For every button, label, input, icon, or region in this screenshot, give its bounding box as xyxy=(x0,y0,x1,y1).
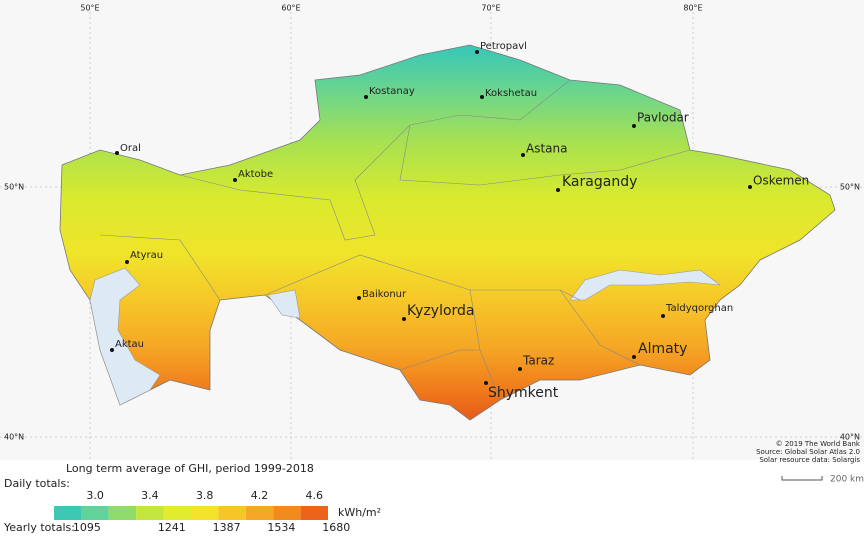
caspian-sea xyxy=(89,267,161,406)
longitude-label: 80°E xyxy=(683,4,702,13)
scale-label: 200 km xyxy=(830,475,864,485)
legend-daily: 3.4 xyxy=(141,489,159,502)
city-dot xyxy=(402,317,406,321)
city-dot xyxy=(125,260,129,264)
aral-sea xyxy=(267,289,301,319)
credit: Source: Global Solar Atlas 2.0 xyxy=(756,448,860,456)
city-label: Taraz xyxy=(522,354,554,368)
legend-swatch xyxy=(108,506,137,520)
latitude-label: 50°N xyxy=(4,183,24,192)
credit: © 2019 The World Bank xyxy=(776,440,861,448)
legend-daily: 3.0 xyxy=(86,489,104,502)
longitude-label: 70°E xyxy=(481,4,500,13)
legend-swatch xyxy=(218,506,246,520)
city-dot xyxy=(115,151,119,155)
cities: Petropavl Kostanay Kokshetau Pavlodar Oral As… xyxy=(110,41,809,401)
city-label: Oskemen xyxy=(753,174,809,188)
legend-yearly: 1095 xyxy=(73,521,101,534)
credits: © 2019 The World Bank Source: Global Sol… xyxy=(756,440,861,464)
city-dot xyxy=(484,381,488,385)
longitude-label: 60°E xyxy=(281,4,300,13)
city-label: Baikonur xyxy=(362,289,407,300)
city-label: Kostanay xyxy=(369,86,415,97)
city-dot xyxy=(475,50,479,54)
legend-swatch xyxy=(245,506,274,520)
city-dot xyxy=(556,188,560,192)
city-dot xyxy=(521,153,525,157)
legend-swatch xyxy=(300,506,328,520)
city-label: Astana xyxy=(526,142,567,156)
city-dot xyxy=(233,178,237,182)
legend-swatch xyxy=(273,506,301,520)
city-dot xyxy=(661,314,665,318)
scale-bar xyxy=(781,476,823,481)
graticule-labels: 50°E 60°E 70°E 80°E 50°N 40°N 50°N 40°N xyxy=(4,4,860,442)
credit: Solar resource data: Solargis xyxy=(759,456,860,464)
longitude-label: 50°E xyxy=(80,4,99,13)
latitude-label: 50°N xyxy=(840,183,860,192)
city-label: Taldyqorghan xyxy=(665,303,733,314)
city-label: Shymkent xyxy=(488,385,559,401)
city-label: Pavlodar xyxy=(637,111,689,125)
legend-yearly: 1534 xyxy=(267,521,295,534)
city-label: Oral xyxy=(120,143,141,154)
legend-unit: kWh/m² xyxy=(338,506,381,519)
city-label: Almaty xyxy=(638,341,687,357)
latitude-label: 40°N xyxy=(840,433,860,442)
legend: 3.0 3.4 3.8 4.2 4.6 1095 1241 1387 1534 1680 xyxy=(54,489,350,534)
legend-daily: 3.8 xyxy=(196,489,214,502)
legend-yearly: 1241 xyxy=(158,521,186,534)
regions xyxy=(99,79,691,401)
city-dot xyxy=(632,355,636,359)
city-label: Petropavl xyxy=(480,41,527,52)
balkhash xyxy=(569,269,722,301)
legend-daily: 4.6 xyxy=(306,489,324,502)
legend-swatch xyxy=(54,506,82,520)
city-dot xyxy=(357,296,361,300)
legend-swatch xyxy=(191,506,219,520)
city-dot xyxy=(632,124,636,128)
city-label: Aktobe xyxy=(238,169,273,180)
legend-swatch xyxy=(136,506,164,520)
legend-swatch xyxy=(81,506,109,520)
city-label: Kokshetau xyxy=(485,88,537,99)
legend-swatch xyxy=(163,506,191,520)
city-dot xyxy=(480,95,484,99)
legend-daily-label: Daily totals: xyxy=(4,477,70,490)
city-label: Atyrau xyxy=(130,250,163,261)
city-dot xyxy=(748,185,752,189)
latitude-label: 40°N xyxy=(4,433,24,442)
kazakhstan xyxy=(59,44,836,421)
city-label: Aktau xyxy=(115,339,144,350)
city-label: Karagandy xyxy=(562,174,637,190)
city-dot xyxy=(518,367,522,371)
legend-yearly-label: Yearly totals: xyxy=(3,521,75,534)
city-label: Kyzylorda xyxy=(407,303,475,319)
legend-yearly: 1387 xyxy=(213,521,241,534)
legend-daily: 4.2 xyxy=(251,489,269,502)
city-dot xyxy=(110,348,114,352)
city-dot xyxy=(364,95,368,99)
legend-title: Long term average of GHI, period 1999-20… xyxy=(66,462,314,475)
legend-yearly: 1680 xyxy=(322,521,350,534)
